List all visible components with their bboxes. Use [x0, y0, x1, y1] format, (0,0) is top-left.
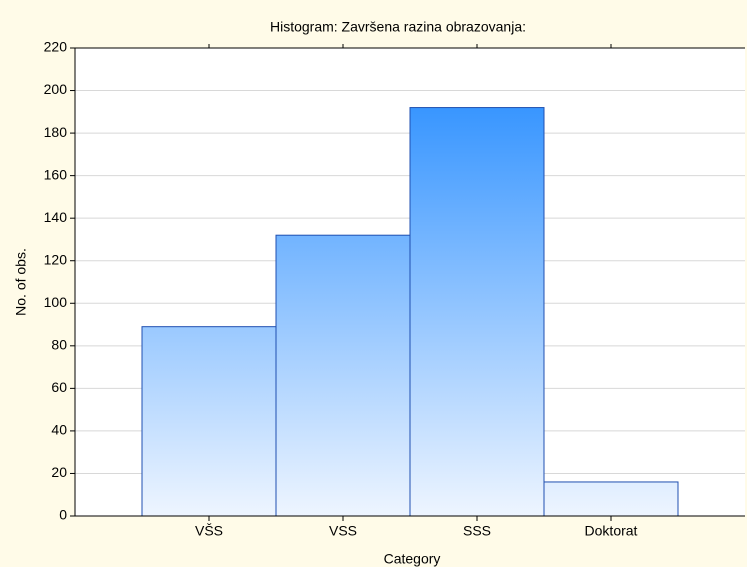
x-tick-label: Doktorat [585, 523, 638, 539]
y-tick-label: 160 [44, 166, 68, 182]
y-tick-label: 40 [51, 422, 67, 438]
y-tick-label: 80 [51, 337, 67, 353]
x-tick-label: VŠS [195, 523, 223, 539]
bar [543, 481, 679, 517]
y-tick-label: 0 [59, 507, 67, 523]
chart-title: Histogram: Završena razina obrazovanja: [270, 19, 526, 35]
x-axis-label: Category [384, 551, 441, 567]
bar [409, 107, 545, 517]
x-tick-label: VSS [329, 523, 357, 539]
y-tick-label: 120 [44, 251, 68, 267]
bar [141, 326, 277, 517]
x-tick-label: SSS [463, 523, 491, 539]
y-tick-label: 180 [44, 124, 68, 140]
y-tick-label: 60 [51, 379, 67, 395]
y-tick-label: 200 [44, 81, 68, 97]
bar [275, 234, 411, 517]
y-tick-label: 20 [51, 464, 67, 480]
y-tick-label: 140 [44, 209, 68, 225]
y-tick-label: 220 [44, 39, 68, 55]
y-tick-label: 100 [44, 294, 68, 310]
y-axis-label: No. of obs. [13, 248, 29, 316]
